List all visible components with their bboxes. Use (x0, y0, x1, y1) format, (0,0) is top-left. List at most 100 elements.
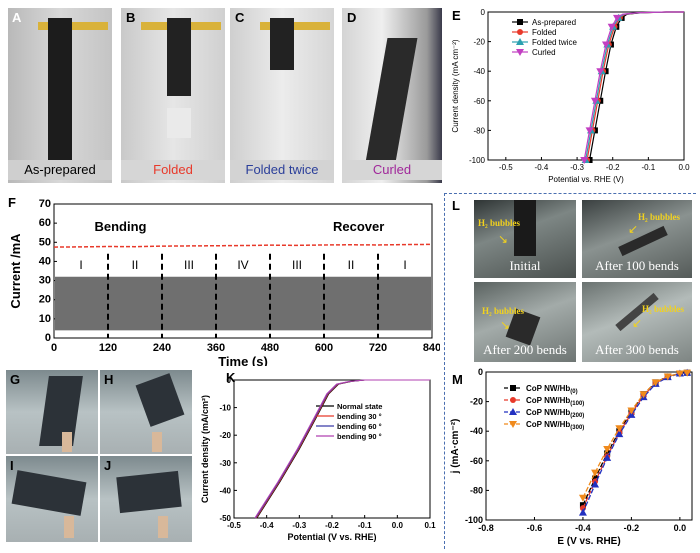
electrode (618, 225, 668, 257)
x-tick-label: -0.2 (624, 523, 640, 533)
data-point (615, 425, 624, 433)
electrode-strip (167, 18, 191, 96)
legend-marker (517, 19, 523, 25)
vial (64, 516, 74, 538)
photo-caption: Initial (509, 258, 541, 273)
series-line (586, 11, 684, 161)
panel-label-f: F (8, 195, 16, 210)
vial (152, 432, 162, 452)
panel-label-m: M (452, 372, 463, 387)
y-tick-label: -20 (473, 38, 485, 47)
x-tick-label: 0.0 (392, 521, 404, 530)
legend-marker (510, 397, 516, 403)
y-tick-label: -60 (473, 97, 485, 106)
x-axis-label: E (V vs. RHE) (557, 536, 620, 547)
x-tick-label: 240 (153, 342, 171, 354)
y-tick-label: 0 (481, 8, 486, 17)
data-point (590, 97, 599, 105)
photo-h (100, 370, 192, 454)
data-point (613, 14, 622, 22)
x-tick-label: -0.5 (227, 521, 241, 530)
recover-label: Recover (333, 219, 384, 234)
data-point (578, 508, 587, 516)
series-line (582, 372, 688, 506)
electrode (39, 376, 83, 446)
horizontal-divider (444, 193, 696, 194)
y-tick-label: -50 (219, 514, 231, 523)
h2-bubbles-label: H₂ bubbles (642, 304, 684, 314)
y-tick-label: 50 (39, 236, 51, 248)
x-axis-label: Potential vs. RHE (V) (548, 175, 624, 184)
legend-label: CoP NW/Hb(300) (526, 420, 584, 431)
x-axis-label: Time (s) (218, 354, 268, 366)
series-line (53, 243, 433, 248)
y-axis-label: Current density (mA/cm²) (200, 395, 210, 503)
x-tick-label: 360 (207, 342, 225, 354)
x-tick-label: -0.3 (292, 521, 306, 530)
legend-label: Folded (532, 28, 556, 37)
y-tick-label: -60 (470, 456, 483, 466)
data-point (596, 68, 605, 76)
legend-label: CoP NW/Hb(100) (526, 396, 584, 407)
y-tick-label: -30 (219, 459, 231, 468)
tape (38, 22, 108, 30)
data-point (603, 453, 612, 461)
panel-label-a: A (12, 10, 22, 25)
stage-label: II (348, 258, 355, 272)
electrode (135, 373, 185, 427)
legend-label: Normal state (337, 402, 382, 411)
y-tick-label: -20 (470, 397, 483, 407)
legend-label: As-prepared (532, 18, 576, 27)
bending-photo-strip (55, 276, 431, 331)
electrode-curled (364, 38, 418, 168)
data-point (601, 41, 610, 49)
panel-label-d: D (347, 10, 357, 25)
arrow-icon: ↘ (500, 318, 511, 332)
caption-curled: Curled (342, 160, 442, 180)
electrode (514, 200, 536, 256)
photo-g (6, 370, 98, 454)
data-point (615, 430, 624, 438)
panel-label-e: E (452, 8, 461, 23)
x-tick-label: -0.3 (570, 163, 584, 172)
h2-bubbles-label: H₂ bubbles (478, 218, 520, 228)
x-tick-label: 600 (315, 342, 333, 354)
x-tick-label: -0.4 (575, 523, 591, 533)
series-line (254, 379, 430, 519)
legend-subscript: (0) (570, 389, 577, 395)
x-tick-label: -0.6 (527, 523, 543, 533)
plot-frame (53, 203, 433, 339)
h2-bubbles-label: H₂ bubbles (638, 212, 680, 222)
photo-initial: H₂ bubbles ↘ Initial (474, 200, 576, 278)
x-tick-label: 120 (99, 342, 117, 354)
y-tick-label: 30 (39, 275, 51, 287)
data-point (578, 494, 587, 502)
data-point (627, 407, 636, 415)
series-line (255, 379, 430, 519)
panel-label-l: L (452, 198, 460, 213)
data-point (663, 373, 672, 381)
x-tick-label: 720 (369, 342, 387, 354)
legend-label: CoP NW/Hb(0) (526, 384, 578, 395)
legend-label: CoP NW/Hb(200) (526, 408, 584, 419)
legend-label: bending 60 ° (337, 422, 382, 431)
h2-bubbles-label: H₂ bubbles (482, 306, 524, 316)
y-tick-label: 0 (478, 367, 483, 377)
legend-marker (516, 38, 524, 45)
y-tick-label: -10 (219, 404, 231, 413)
x-tick-label: 0.0 (674, 523, 687, 533)
data-point (607, 23, 616, 31)
data-point (580, 157, 589, 164)
series-line (582, 372, 688, 509)
faded-region (167, 108, 191, 138)
legend-subscript: (100) (570, 401, 584, 407)
y-tick-label: -20 (219, 431, 231, 440)
photo-as-prepared (8, 8, 112, 183)
caption-folded-twice: Folded twice (230, 160, 334, 180)
photo-curled (342, 8, 442, 183)
legend-marker (509, 421, 517, 428)
photo-i (6, 456, 98, 542)
arrow-icon: ↙ (632, 316, 643, 330)
plot-frame (233, 379, 431, 519)
plot-frame (485, 371, 693, 521)
